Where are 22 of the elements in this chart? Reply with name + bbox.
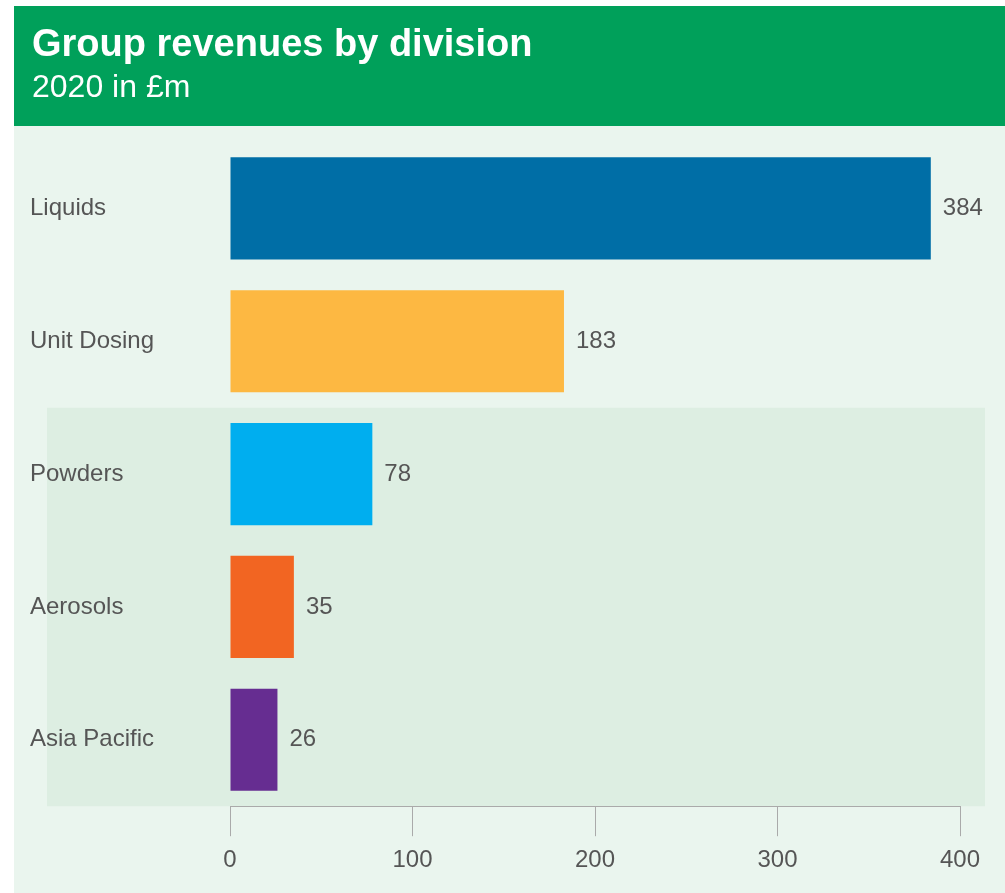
bar: [230, 688, 278, 791]
x-tick-label: 100: [392, 845, 433, 873]
chart-subtitle: 2020 in £m: [32, 67, 192, 106]
x-tick-label: 200: [574, 845, 616, 873]
data-label: 78: [384, 458, 412, 486]
data-label: 183: [575, 325, 617, 353]
data-label: 384: [942, 193, 983, 221]
bar: [230, 157, 931, 260]
bar: [230, 290, 564, 393]
data-label: 26: [289, 724, 317, 752]
chart-title: Group revenues by division: [32, 21, 534, 66]
data-label: 35: [305, 591, 333, 619]
bar: [230, 423, 373, 526]
y-tick-label: Aerosols: [30, 591, 124, 619]
y-tick-label: Unit Dosing: [30, 325, 155, 353]
y-tick-label: Liquids: [30, 193, 107, 221]
y-tick-label: Asia Pacific: [30, 724, 155, 752]
bar: [230, 555, 294, 659]
x-tick-label: 0: [223, 845, 237, 873]
x-tick-label: 300: [757, 845, 798, 873]
x-tick-label: 400: [939, 845, 981, 873]
y-tick-label: Powders: [30, 458, 124, 486]
